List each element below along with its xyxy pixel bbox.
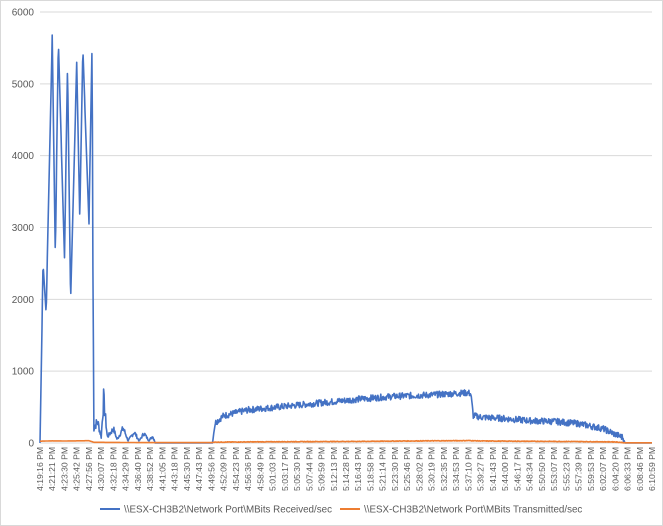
x-tick-label: 4:32:18 PM — [108, 447, 118, 491]
x-tick-label: 6:02:07 PM — [598, 447, 608, 491]
x-tick-label: 6:04:20 PM — [610, 447, 620, 491]
x-tick-label: 4:27:56 PM — [84, 447, 94, 491]
x-tick-label: 5:14:28 PM — [341, 447, 351, 491]
x-tick-label: 4:58:49 PM — [255, 447, 265, 491]
x-tick-label: 5:39:27 PM — [476, 447, 486, 491]
x-tick-label: 4:54:23 PM — [231, 447, 241, 491]
x-tick-label: 4:23:30 PM — [59, 447, 69, 491]
x-tick-label: 5:41:43 PM — [488, 447, 498, 491]
y-tick-label: 1000 — [12, 367, 35, 378]
x-tick-label: 5:28:02 PM — [414, 447, 424, 491]
x-tick-label: 4:38:52 PM — [145, 447, 155, 491]
x-tick-label: 5:48:34 PM — [525, 447, 535, 491]
x-tick-label: 6:10:59 PM — [647, 447, 657, 491]
x-tick-label: 5:25:46 PM — [402, 447, 412, 491]
x-tick-label: 5:53:07 PM — [549, 447, 559, 491]
x-tick-label: 4:49:56 PM — [206, 447, 216, 491]
x-tick-label: 5:57:39 PM — [574, 447, 584, 491]
gridlines — [40, 11, 652, 372]
x-tick-label: 4:36:40 PM — [133, 447, 143, 491]
series-line-transmitted — [39, 439, 653, 444]
x-tick-label: 4:21:21 PM — [47, 447, 57, 491]
x-tick-label: 5:30:19 PM — [427, 447, 437, 491]
x-tick-label: 5:18:58 PM — [365, 447, 375, 491]
x-tick-label: 5:34:53 PM — [451, 447, 461, 491]
x-tick-label: 5:46:17 PM — [512, 447, 522, 491]
x-tick-label: 4:56:36 PM — [243, 447, 253, 491]
x-tick-label: 5:05:30 PM — [292, 447, 302, 491]
y-tick-label: 5000 — [12, 79, 35, 90]
x-tick-label: 4:19:16 PM — [35, 447, 45, 491]
y-tick-label: 0 — [28, 439, 34, 450]
x-tick-label: 5:07:44 PM — [304, 447, 314, 491]
y-tick-label: 3000 — [12, 223, 35, 234]
y-axis-tick-labels: 0 1000 2000 3000 4000 5000 6000 — [12, 8, 35, 450]
x-axis-tick-labels: 4:19:16 PM 4:21:21 PM 4:23:30 PM 4:25:42 PM… — [35, 447, 657, 491]
x-tick-label: 5:37:10 PM — [463, 447, 473, 491]
x-tick-label: 5:23:30 PM — [390, 447, 400, 491]
x-tick-label: 5:01:03 PM — [268, 447, 278, 491]
y-tick-label: 4000 — [12, 151, 35, 162]
legend: \\ESX-CH3B2\Network Port\MBits Received/… — [100, 505, 582, 516]
x-tick-label: 5:44:00 PM — [500, 447, 510, 491]
x-tick-label: 5:55:23 PM — [561, 447, 571, 491]
x-tick-label: 4:47:43 PM — [194, 447, 204, 491]
x-tick-label: 5:09:59 PM — [317, 447, 327, 491]
legend-label-transmitted: \\ESX-CH3B2\Network Port\MBits Transmitt… — [364, 505, 582, 516]
x-tick-label: 5:03:17 PM — [280, 447, 290, 491]
y-tick-label: 2000 — [12, 295, 35, 306]
x-tick-label: 5:32:35 PM — [439, 447, 449, 491]
legend-label-received: \\ESX-CH3B2\Network Port\MBits Received/… — [124, 505, 332, 516]
y-tick-label: 6000 — [12, 8, 35, 19]
x-tick-label: 5:16:43 PM — [353, 447, 363, 491]
x-tick-label: 6:06:33 PM — [623, 447, 633, 491]
series-lines — [39, 34, 653, 444]
x-tick-label: 5:12:13 PM — [329, 447, 339, 491]
x-tick-label: 4:45:30 PM — [182, 447, 192, 491]
x-tick-label: 4:43:18 PM — [170, 447, 180, 491]
x-tick-label: 4:41:05 PM — [157, 447, 167, 491]
x-tick-label: 4:30:07 PM — [96, 447, 106, 491]
x-tick-label: 6:08:46 PM — [635, 447, 645, 491]
x-tick-label: 4:25:42 PM — [72, 447, 82, 491]
x-tick-label: 5:59:53 PM — [586, 447, 596, 491]
x-tick-label: 4:34:29 PM — [121, 447, 131, 491]
x-tick-label: 5:50:50 PM — [537, 447, 547, 491]
series-line-received — [39, 34, 653, 444]
x-tick-label: 5:21:14 PM — [378, 447, 388, 491]
x-tick-label: 4:52:09 PM — [219, 447, 229, 491]
